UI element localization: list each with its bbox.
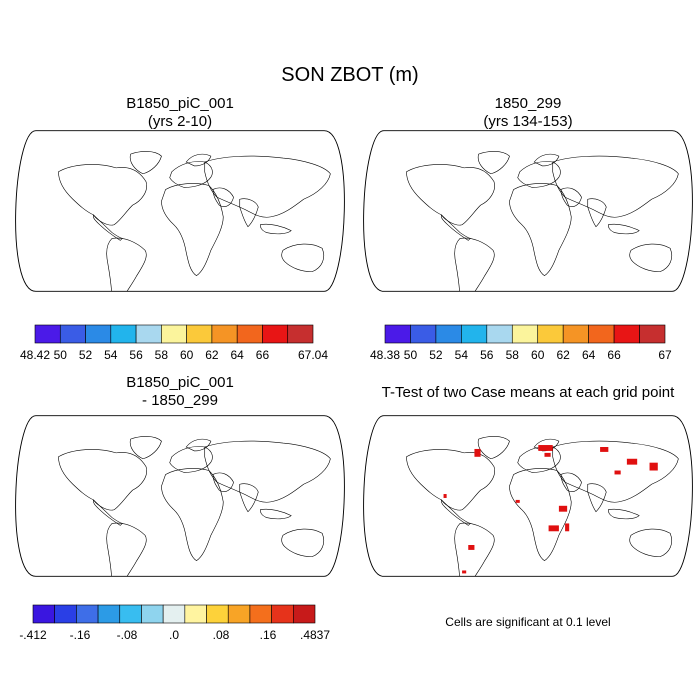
panels: B1850_piC_001(yrs 2-10)48.42 50 52 54 56 58 60… bbox=[15, 95, 693, 642]
colorbar-tick-label: 48.38 bbox=[370, 348, 400, 362]
colorbar-swatch bbox=[76, 604, 99, 624]
colorbar-tick-label: 52 bbox=[429, 348, 443, 362]
colorbar-swatch bbox=[97, 604, 121, 624]
colorbar-swatch bbox=[511, 324, 539, 344]
colorbar-tick-label: -.16 bbox=[70, 628, 91, 642]
colorbar-swatch bbox=[227, 604, 251, 624]
map-panel-2: 1850_299(yrs 134-153) 48.38 50 52 54 56 58 60 62… bbox=[363, 95, 693, 362]
colorbar-swatch bbox=[486, 324, 513, 344]
colorbar-tick-label: 50 bbox=[54, 348, 68, 362]
map-frame bbox=[15, 130, 345, 292]
colorbar: 48.38 50 52 54 56 58 60 62 64 66 67 bbox=[370, 324, 672, 362]
colorbar: -.412 -.16 -.08 .0 .08 .16 .4837 bbox=[19, 604, 330, 642]
panel-title: 1850_299 bbox=[495, 95, 562, 112]
colorbar-tick-label: .08 bbox=[213, 628, 230, 642]
colorbar-swatch bbox=[162, 604, 186, 624]
colorbar-tick-label: 58 bbox=[506, 348, 520, 362]
map-panel-3: B1850_piC_001- 1850_299 -.412 -.16 -.08 .0 .0… bbox=[15, 374, 345, 642]
colorbar-tick-label: 48.42 bbox=[20, 348, 50, 362]
colorbar-swatch bbox=[639, 324, 666, 344]
colorbar-tick-label: 56 bbox=[480, 348, 494, 362]
colorbar-swatch bbox=[537, 324, 564, 344]
colorbar-swatch bbox=[110, 324, 137, 344]
colorbar-swatch bbox=[410, 324, 437, 344]
colorbar-swatch bbox=[562, 324, 589, 344]
colorbar-swatch bbox=[588, 324, 615, 344]
colorbar-tick-label: 50 bbox=[404, 348, 418, 362]
colorbar-swatch bbox=[236, 324, 263, 344]
colorbar-swatch bbox=[384, 324, 411, 344]
colorbar-tick-label: -.08 bbox=[117, 628, 138, 642]
colorbar-swatch bbox=[141, 604, 164, 624]
map-area bbox=[15, 415, 345, 577]
panel-title: B1850_piC_001 bbox=[126, 374, 234, 391]
panel-subtitle: (yrs 2-10) bbox=[148, 113, 212, 130]
colorbar-swatch bbox=[85, 324, 112, 344]
colorbar-swatch bbox=[613, 324, 640, 344]
colorbar-swatch bbox=[271, 604, 294, 624]
panel-subtitle: (yrs 134-153) bbox=[483, 113, 572, 130]
colorbar-swatch bbox=[54, 604, 77, 624]
significance-note: Cells are significant at 0.1 level bbox=[445, 615, 610, 629]
colorbar-tick-label: .0 bbox=[169, 628, 179, 642]
colorbar-tick-label: 66 bbox=[607, 348, 621, 362]
colorbar-swatch bbox=[135, 324, 162, 344]
colorbar-tick-label: 60 bbox=[180, 348, 194, 362]
colorbar-tick-label: 67.04 bbox=[298, 348, 328, 362]
colorbar-tick-label: 52 bbox=[79, 348, 93, 362]
colorbar-swatch bbox=[59, 324, 86, 344]
colorbar-swatch bbox=[34, 324, 61, 344]
colorbar-swatch bbox=[186, 324, 213, 344]
map-area bbox=[363, 415, 693, 577]
colorbar-tick-label: 60 bbox=[531, 348, 545, 362]
colorbar-tick-label: -.412 bbox=[19, 628, 47, 642]
map-area bbox=[15, 130, 345, 292]
figure-title: SON ZBOT (m) bbox=[281, 64, 418, 86]
colorbar-tick-label: .16 bbox=[260, 628, 277, 642]
colorbar-swatch bbox=[206, 604, 229, 624]
map-area bbox=[363, 130, 693, 292]
colorbar-swatch bbox=[461, 324, 488, 344]
colorbar-swatch bbox=[32, 604, 55, 624]
colorbar-tick-label: 66 bbox=[256, 348, 270, 362]
colorbar-tick-label: 64 bbox=[231, 348, 245, 362]
panel-subtitle: - 1850_299 bbox=[142, 392, 218, 409]
colorbar-swatch bbox=[119, 604, 142, 624]
colorbar-tick-label: .4837 bbox=[300, 628, 330, 642]
colorbar-swatch bbox=[293, 604, 316, 624]
colorbar-swatch bbox=[287, 324, 314, 344]
colorbar-tick-label: 62 bbox=[205, 348, 219, 362]
colorbar-tick-label: 58 bbox=[155, 348, 169, 362]
panel-title: B1850_piC_001 bbox=[126, 95, 234, 112]
panel-title: T-Test of two Case means at each grid po… bbox=[382, 384, 675, 401]
map-panel-1: B1850_piC_001(yrs 2-10) 48.42 50 52 54 56 58 60… bbox=[15, 95, 345, 362]
colorbar-swatch bbox=[249, 604, 272, 624]
map-frame bbox=[363, 130, 693, 292]
colorbar-swatch bbox=[184, 604, 207, 624]
colorbar-tick-label: 54 bbox=[455, 348, 469, 362]
colorbar-tick-label: 56 bbox=[129, 348, 143, 362]
colorbar-swatch bbox=[161, 324, 187, 344]
colorbar-tick-label: 54 bbox=[104, 348, 118, 362]
map-panel-4: T-Test of two Case means at each grid po… bbox=[363, 384, 693, 629]
colorbar-swatch bbox=[435, 324, 462, 344]
colorbar-tick-label: 62 bbox=[557, 348, 571, 362]
colorbar: 48.42 50 52 54 56 58 60 62 64 66 67.04 bbox=[20, 324, 328, 362]
colorbar-swatch bbox=[211, 324, 238, 344]
colorbar-swatch bbox=[262, 324, 289, 344]
colorbar-tick-label: 64 bbox=[582, 348, 596, 362]
colorbar-tick-label: 67 bbox=[658, 348, 672, 362]
map-frame bbox=[15, 415, 345, 577]
map-frame bbox=[363, 415, 693, 577]
